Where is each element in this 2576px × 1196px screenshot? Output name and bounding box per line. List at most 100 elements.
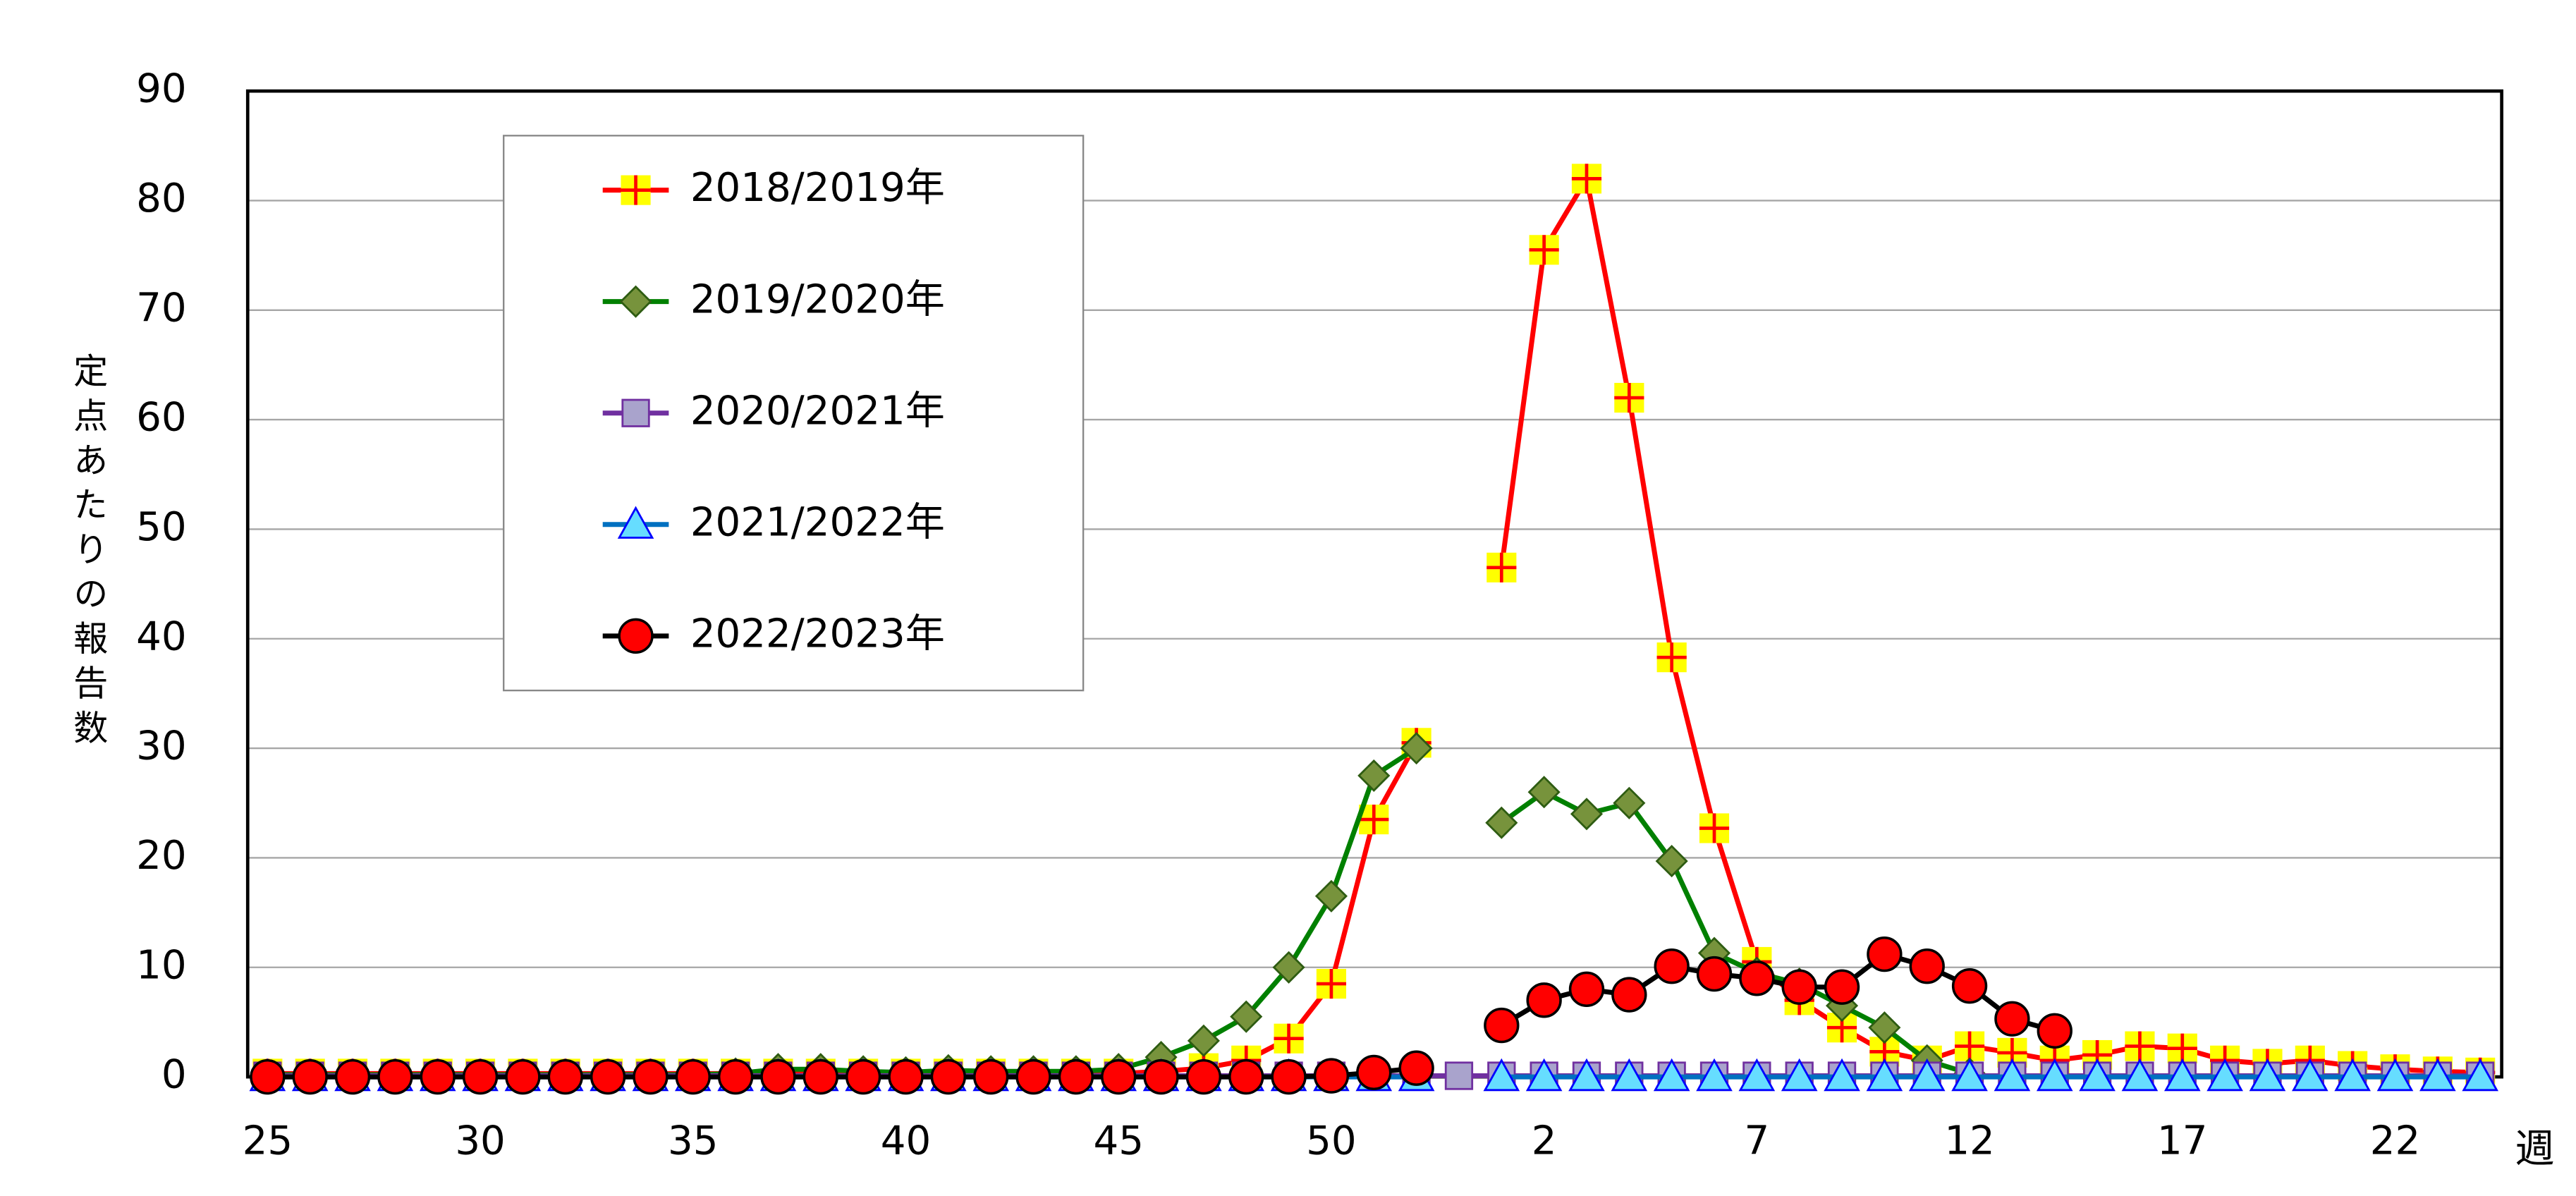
marker: [1101, 1058, 1137, 1095]
marker: [1187, 1024, 1220, 1057]
marker-plus: [1359, 804, 1389, 835]
marker-plus: [1274, 1023, 1304, 1054]
marker: [1653, 1058, 1690, 1092]
marker: [1529, 235, 1559, 265]
y-tick-label: 70: [136, 285, 187, 331]
marker: [1568, 971, 1605, 1007]
marker: [1909, 948, 1945, 984]
y-tick-label: 0: [161, 1052, 187, 1098]
marker-plus: [2167, 1033, 2197, 1063]
marker: [334, 1058, 371, 1095]
x-tick-label: 25: [243, 1118, 293, 1164]
marker: [1274, 1023, 1304, 1054]
marker: [1611, 977, 1647, 1013]
marker: [1526, 982, 1562, 1018]
marker: [1699, 813, 1730, 843]
x-tick-label: 17: [2157, 1118, 2208, 1164]
y-tick-label: 30: [136, 724, 187, 769]
marker: [377, 1058, 413, 1095]
marker: [1866, 1058, 1903, 1092]
marker: [1951, 1058, 1988, 1092]
marker: [1487, 552, 1517, 582]
y-tick-label: 80: [136, 176, 187, 221]
marker: [1357, 759, 1391, 792]
marker: [2206, 1058, 2243, 1092]
x-tick-label: 2: [1532, 1118, 1557, 1164]
y-tick-label: 60: [136, 395, 187, 441]
x-tick-label: 22: [2370, 1118, 2421, 1164]
marker-plus: [1656, 642, 1687, 673]
marker: [619, 285, 652, 318]
marker-plus: [1614, 382, 1644, 413]
legend-label: 2020/2021年: [690, 388, 945, 434]
marker: [621, 398, 650, 427]
marker: [1655, 845, 1688, 878]
marker: [1483, 1058, 1520, 1092]
marker: [1313, 1058, 1350, 1094]
marker: [505, 1058, 541, 1095]
marker: [675, 1058, 711, 1095]
marker: [1272, 951, 1305, 984]
marker: [547, 1058, 583, 1095]
marker-plus: [1954, 1031, 1985, 1061]
marker-plus: [621, 175, 651, 205]
marker: [617, 506, 654, 539]
legend-box: [503, 135, 1085, 692]
y-tick-label: 50: [136, 504, 187, 550]
marker: [1143, 1058, 1179, 1095]
marker: [2334, 1058, 2371, 1092]
marker: [1571, 164, 1602, 194]
marker: [717, 1058, 754, 1095]
marker-plus: [2125, 1031, 2155, 1061]
marker: [973, 1058, 1009, 1095]
marker: [1527, 776, 1561, 809]
marker-plus: [1316, 968, 1346, 999]
marker: [2462, 1058, 2498, 1092]
x-tick-label: 45: [1093, 1118, 1144, 1164]
marker: [1271, 1058, 1307, 1095]
marker: [2167, 1033, 2197, 1063]
marker: [2163, 1058, 2201, 1092]
x-tick-label: 40: [881, 1118, 932, 1164]
marker: [845, 1058, 881, 1095]
y-axis-label: 定点あたりの報告数: [68, 353, 109, 754]
legend-label: 2019/2020年: [690, 276, 945, 322]
marker: [420, 1058, 456, 1095]
marker: [1570, 798, 1604, 831]
marker: [621, 175, 651, 205]
marker: [888, 1058, 924, 1095]
marker: [618, 618, 654, 654]
marker: [1484, 1007, 1520, 1044]
marker: [1444, 1061, 1474, 1090]
marker: [250, 1058, 286, 1095]
legend-label: 2021/2022年: [690, 499, 945, 545]
marker: [1951, 968, 1988, 1004]
x-tick-label: 35: [668, 1118, 719, 1164]
marker: [1654, 948, 1690, 984]
marker: [1614, 382, 1644, 413]
marker: [1696, 1058, 1733, 1092]
marker: [1954, 1031, 1985, 1061]
marker-plus: [1699, 813, 1730, 843]
marker: [1824, 969, 1860, 1005]
marker: [1400, 732, 1433, 765]
marker: [1356, 1054, 1392, 1091]
marker: [1359, 804, 1389, 835]
marker: [1696, 956, 1733, 992]
y-tick-label: 90: [136, 66, 187, 112]
marker: [1824, 1058, 1860, 1092]
marker: [1398, 1050, 1434, 1086]
marker: [1568, 1058, 1605, 1092]
marker: [1908, 1058, 1946, 1092]
y-tick-label: 20: [136, 833, 187, 879]
marker-plus: [1529, 235, 1559, 265]
marker: [633, 1058, 669, 1095]
marker: [930, 1058, 967, 1095]
marker: [1868, 1011, 1901, 1044]
marker: [1781, 1058, 1818, 1092]
series-markers: [250, 936, 2073, 1095]
marker: [1314, 879, 1348, 913]
marker: [2291, 1058, 2328, 1092]
